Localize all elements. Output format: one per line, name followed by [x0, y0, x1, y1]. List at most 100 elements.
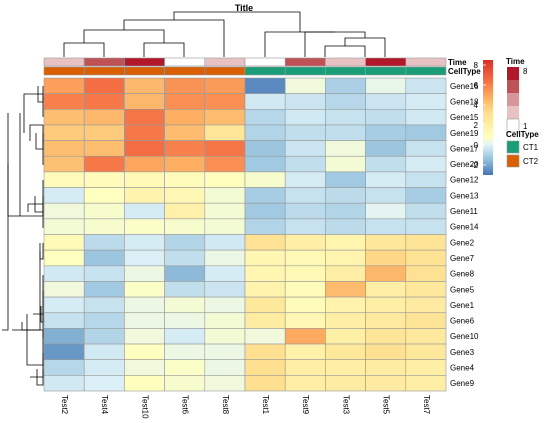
- color-scale-tick-label: 4: [474, 101, 479, 110]
- heatmap-cell: [244, 234, 286, 251]
- heatmap-cell: [325, 218, 366, 235]
- heatmap-cell: [83, 218, 125, 235]
- heatmap-cell: [83, 343, 125, 360]
- heatmap-cell: [325, 140, 366, 157]
- heatmap-cell: [365, 202, 407, 220]
- heatmap-cell: [284, 218, 326, 235]
- heatmap-cell: [284, 171, 326, 188]
- heatmap-cell: [204, 124, 246, 141]
- heatmap-cell: [204, 171, 246, 188]
- time-legend-swatch: [507, 67, 519, 80]
- heatmap-cell: [43, 77, 85, 94]
- heatmap-cell: [43, 155, 85, 173]
- row-label: Gene1: [450, 301, 475, 310]
- heatmap-cell: [124, 359, 165, 376]
- heatmap-cell: [284, 93, 326, 110]
- heatmap-cell: [204, 140, 246, 157]
- heatmap-cell: [405, 296, 447, 314]
- heatmap-cell: [124, 343, 165, 360]
- heatmap-cell: [365, 187, 407, 204]
- time-annotation-cell: [325, 57, 366, 67]
- heatmap-cell: [325, 109, 366, 126]
- column-label: Test5: [382, 395, 391, 415]
- heatmap-cell: [83, 202, 125, 220]
- heatmap-cell: [164, 249, 206, 267]
- column-label: Test2: [60, 395, 69, 415]
- heatmap-cell: [325, 234, 366, 251]
- heatmap-cell: [164, 140, 206, 157]
- heatmap-cell: [83, 140, 125, 157]
- row-label: Gene16: [450, 82, 479, 91]
- heatmap-cell: [204, 109, 246, 126]
- row-dendrogram: [2, 86, 44, 386]
- celltype-legend: CellType CT1 CT2: [506, 130, 539, 168]
- heatmap-cell: [244, 281, 286, 298]
- heatmap-cell: [325, 171, 366, 188]
- column-label: Test9: [301, 395, 310, 415]
- heatmap-cell: [244, 77, 286, 94]
- heatmap-cell: [284, 312, 326, 329]
- row-label: Gene4: [450, 364, 475, 373]
- heatmap-cell: [124, 202, 165, 220]
- time-annotation-cell: [284, 57, 326, 67]
- time-legend-swatch: [507, 106, 519, 119]
- time-annotation-cell: [43, 57, 85, 67]
- heatmap-cell: [204, 265, 246, 282]
- heatmap-cell: [164, 265, 206, 282]
- heatmap-cell: [43, 187, 85, 204]
- heatmap-cell: [325, 249, 366, 267]
- heatmap-cell: [325, 187, 366, 204]
- heatmap-cell: [284, 187, 326, 204]
- heatmap-cell: [405, 359, 447, 376]
- heatmap-cell: [83, 171, 125, 188]
- heatmap-cell: [365, 249, 407, 267]
- heatmap-cell: [124, 109, 165, 126]
- heatmap-cell: [405, 265, 447, 282]
- celltype-annotation-cell: [204, 66, 246, 76]
- heatmap-cell: [244, 328, 286, 345]
- heatmap-cell: [124, 281, 165, 298]
- row-label: Gene9: [450, 379, 475, 388]
- row-label: Gene6: [450, 317, 475, 326]
- heatmap-cell: [204, 234, 246, 251]
- heatmap-cell: [405, 155, 447, 173]
- row-label: Gene20: [450, 160, 479, 169]
- heatmap-cell: [83, 155, 125, 173]
- color-scale-tick-label: -2: [471, 161, 479, 170]
- row-label: Gene5: [450, 285, 475, 294]
- heatmap-cell: [365, 296, 407, 314]
- heatmap-cell: [365, 124, 407, 141]
- heatmap-cell: [83, 312, 125, 329]
- heatmap-cell: [43, 218, 85, 235]
- heatmap-cell: [83, 359, 125, 376]
- heatmap-cell: [325, 312, 366, 329]
- heatmap-cell: [204, 312, 246, 329]
- heatmap-cell: [164, 343, 206, 360]
- time-legend: Time 8 1: [506, 57, 528, 133]
- column-label: Test8: [221, 395, 230, 415]
- color-scale-tick-label: 2: [474, 121, 479, 130]
- heatmap-cell: [83, 328, 125, 345]
- heatmap-cell: [204, 375, 246, 392]
- heatmap-cell: [405, 109, 447, 126]
- heatmap-cell: [83, 109, 125, 126]
- heatmap-cell: [325, 124, 366, 141]
- heatmap-cell: [124, 265, 165, 282]
- heatmap-cell: [83, 93, 125, 110]
- heatmap-cell: [284, 375, 326, 392]
- heatmap-cell: [365, 328, 407, 345]
- heatmap-cell: [43, 375, 85, 392]
- heatmap-cell: [43, 359, 85, 376]
- heatmap-cell: [244, 202, 286, 220]
- chart-title: Title: [235, 3, 253, 13]
- celltype-annotation-cell: [244, 66, 286, 76]
- heatmap-cell: [164, 77, 206, 94]
- column-label: Test3: [341, 395, 350, 415]
- heatmap-cell: [365, 312, 407, 329]
- heatmap-cell: [43, 312, 85, 329]
- heatmap-cell: [124, 140, 165, 157]
- heatmap-cell: [124, 312, 165, 329]
- heatmap-cell: [325, 265, 366, 282]
- celltype-annotation-cell: [164, 66, 206, 76]
- celltype-legend-label: CT2: [523, 157, 539, 166]
